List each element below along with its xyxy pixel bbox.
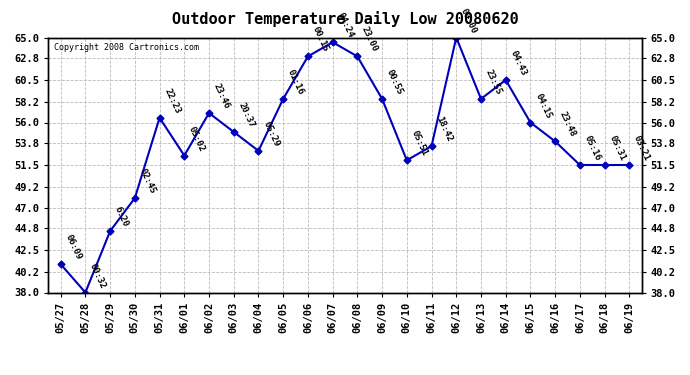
Text: 06:09: 06:09 xyxy=(63,233,83,261)
Text: 02:45: 02:45 xyxy=(137,167,157,195)
Text: 00:55: 00:55 xyxy=(385,68,404,96)
Text: 00:00: 00:00 xyxy=(459,6,479,35)
Text: 18:42: 18:42 xyxy=(434,115,454,143)
Text: 05:16: 05:16 xyxy=(582,134,602,162)
Text: 04:24: 04:24 xyxy=(335,11,355,39)
Text: 23:55: 23:55 xyxy=(484,68,503,96)
Text: 20:37: 20:37 xyxy=(237,101,256,129)
Text: 05:31: 05:31 xyxy=(607,134,627,162)
Text: 23:48: 23:48 xyxy=(558,111,578,139)
Text: 04:43: 04:43 xyxy=(509,49,528,77)
Text: 6:20: 6:20 xyxy=(113,205,130,228)
Text: 23:46: 23:46 xyxy=(212,82,231,110)
Text: 05:51: 05:51 xyxy=(410,129,429,158)
Text: 03:21: 03:21 xyxy=(632,134,651,162)
Text: 05:29: 05:29 xyxy=(262,120,281,148)
Text: 04:15: 04:15 xyxy=(533,92,553,120)
Text: Copyright 2008 Cartronics.com: Copyright 2008 Cartronics.com xyxy=(55,43,199,52)
Text: 22:23: 22:23 xyxy=(162,87,182,115)
Text: 23:00: 23:00 xyxy=(360,26,380,54)
Text: 01:16: 01:16 xyxy=(286,68,306,96)
Text: Outdoor Temperature Daily Low 20080620: Outdoor Temperature Daily Low 20080620 xyxy=(172,11,518,27)
Text: 00:32: 00:32 xyxy=(88,261,108,290)
Text: 00:15: 00:15 xyxy=(310,26,331,54)
Text: 05:02: 05:02 xyxy=(187,124,206,153)
